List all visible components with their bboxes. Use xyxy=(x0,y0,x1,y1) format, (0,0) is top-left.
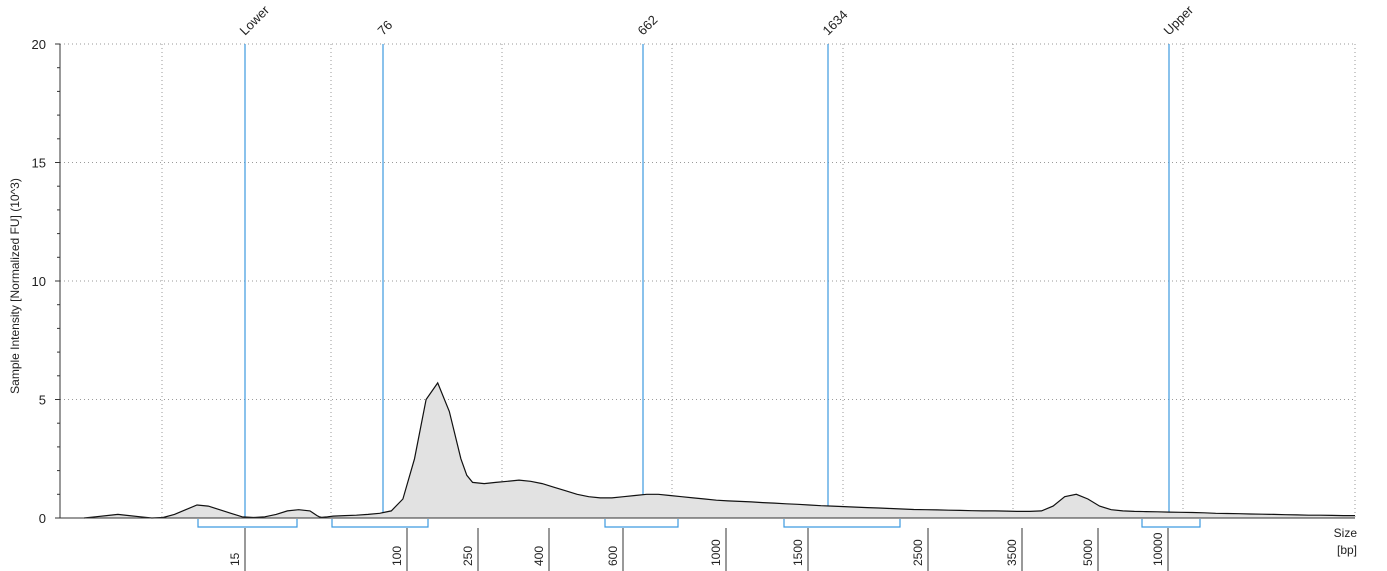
x-tick-label: 15 xyxy=(228,552,242,566)
peak-label: Lower xyxy=(237,2,273,38)
x-tick-label: 400 xyxy=(532,546,546,566)
peak-brackets xyxy=(197,519,1201,528)
x-tick-label: 5000 xyxy=(1081,539,1095,566)
x-tick-label: 1500 xyxy=(791,539,805,566)
labels: Lower 76 662 1634 Upper 0 5 10 15 20 Sample Intens… xyxy=(8,2,1357,566)
y-tick-label: 15 xyxy=(32,156,46,171)
x-tick-label: 600 xyxy=(606,546,620,566)
y-tick-label: 5 xyxy=(39,393,46,408)
peak-bracket xyxy=(197,519,298,528)
x-axis-unit: [bp] xyxy=(1337,543,1357,557)
x-axis-title: Size xyxy=(1334,526,1358,540)
y-tick-label: 10 xyxy=(32,274,46,289)
x-tick-label: 3500 xyxy=(1005,539,1019,566)
y-tick-label: 20 xyxy=(32,37,46,52)
trace xyxy=(83,381,1355,519)
peak-label: Upper xyxy=(1161,2,1197,38)
trace-line xyxy=(83,381,1355,519)
peak-label: 662 xyxy=(635,12,661,38)
peak-label: 1634 xyxy=(820,7,851,38)
peak-bracket xyxy=(783,519,901,528)
x-tick-label: 250 xyxy=(461,546,475,566)
x-tick-label: 2500 xyxy=(911,539,925,566)
peak-bracket xyxy=(1141,519,1201,528)
axes xyxy=(55,43,1355,571)
peak-bracket xyxy=(331,519,429,528)
y-axis-title: Sample Intensity [Normalized FU] (10^3) xyxy=(8,178,22,394)
x-tick-label: 1000 xyxy=(709,539,723,566)
peak-bracket xyxy=(604,519,679,528)
grid xyxy=(60,43,1356,518)
x-tick-label: 10000 xyxy=(1151,532,1165,566)
peak-lines xyxy=(244,44,1170,518)
peak-label: 76 xyxy=(375,17,396,38)
y-tick-label: 0 xyxy=(39,511,46,526)
x-tick-label: 100 xyxy=(390,546,404,566)
trace-area xyxy=(84,382,1355,518)
